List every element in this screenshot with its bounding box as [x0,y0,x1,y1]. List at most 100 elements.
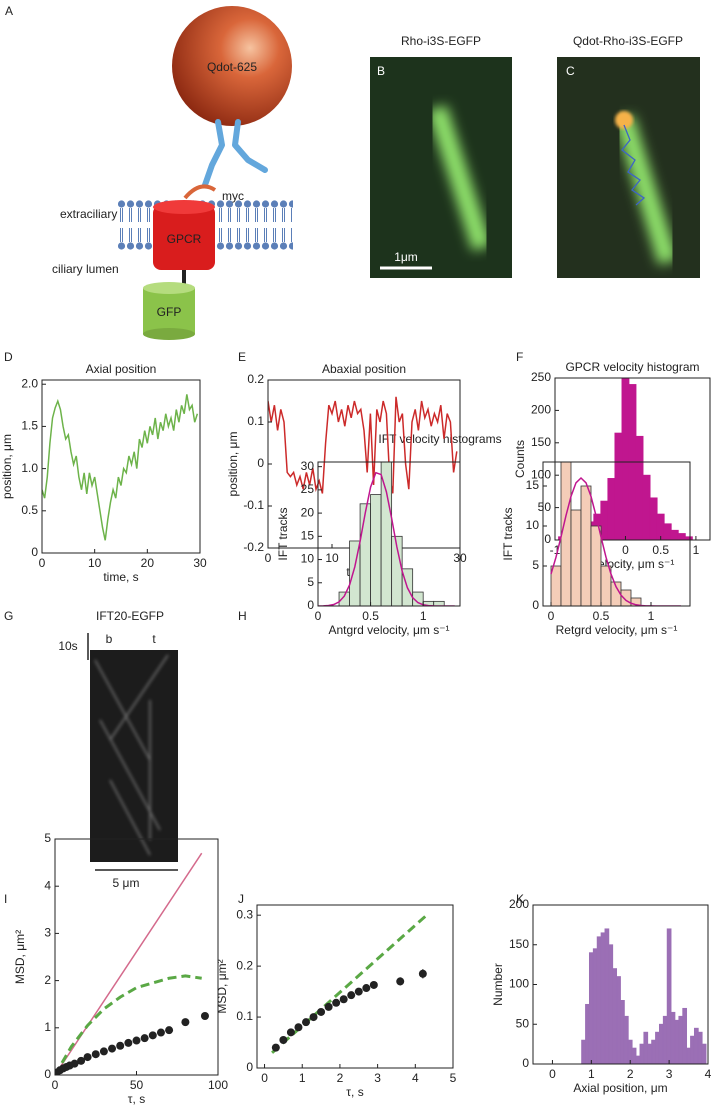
y-tick-label: 50 [516,1016,530,1030]
kymo-right: t [152,632,156,646]
bar [596,936,602,1064]
point [70,1059,79,1068]
point [165,1026,174,1035]
x-tick-label: 4 [412,1071,419,1085]
gfp-bottom [143,328,195,340]
bar [662,1015,668,1064]
y-tick-label: 100 [509,977,529,991]
bar [649,497,658,540]
bar [585,1003,590,1064]
panel-letter: F [516,350,523,364]
y-tick-label: 0 [532,598,539,612]
track [621,124,646,206]
bar [697,1031,703,1064]
bar [639,1043,645,1064]
y-tick-label: 1.5 [21,419,38,433]
x-tick-label: 2 [337,1071,344,1085]
y-axis-label: Number [491,963,505,1006]
bar [690,1035,695,1064]
x-tick-label: 0 [548,609,555,623]
y-tick-label: 200 [509,897,529,911]
qdot-label: Qdot-625 [207,60,257,74]
y-tick-label: 100 [531,467,551,481]
x-tick-label: 0 [265,551,272,565]
bar [590,525,602,606]
x-tick-label: 1 [693,543,700,557]
y-tick-label: 20 [301,505,315,519]
point [362,984,371,993]
y-tick-label: 0 [257,456,264,470]
x-tick-label: 10 [325,551,339,565]
point [124,1038,133,1047]
y-tick-label: 0 [307,598,314,612]
point [148,1031,157,1040]
y-tick-label: 0 [246,1060,253,1074]
x-tick-label: 0.5 [652,543,669,557]
y-tick-label: 0.1 [236,1009,253,1023]
y-tick-label: 0.2 [236,958,253,972]
bar [630,597,642,606]
y-tick-label: 150 [509,937,529,951]
point [156,1028,165,1037]
panel-letter: K [516,892,524,906]
bar [684,536,693,540]
x-axis-label: τ, s [128,1092,145,1106]
plot [581,928,707,1064]
bar [600,932,606,1064]
x-tick-label: 0 [622,543,629,557]
kymo-left: b [106,632,113,646]
x-tick-label: 4 [705,1067,712,1081]
outside-label: extraciliary [60,207,117,221]
bar [588,952,594,1064]
fit-curve [550,476,681,606]
bar [580,485,592,606]
axes-frame [317,461,461,607]
kymograph [90,650,178,862]
y-tick-label: 0 [31,545,38,559]
x-tick-label: 0 [261,1071,268,1085]
point [116,1041,125,1050]
y-axis-label: MSD, μm² [13,930,27,984]
bar [635,1055,641,1064]
x-axis-label: time, s [103,570,138,584]
bar [600,565,612,606]
image-title: Rho-i3S-EGFP [401,34,481,48]
bar [663,523,672,540]
plot [318,462,455,606]
y-tick-label: 15 [526,478,540,492]
panel-letter: D [4,350,13,364]
axes-frame [41,379,201,554]
bar [677,533,686,540]
y-tick-label: 0.2 [247,372,264,386]
point [317,1007,326,1016]
y-tick-label: 3 [44,926,51,940]
point [140,1034,149,1043]
panel-letter: I [4,892,7,906]
y-tick-label: 0.1 [247,414,264,428]
bar [620,1000,625,1064]
point [369,980,378,989]
point [200,1012,209,1020]
bar [623,1015,629,1064]
bar [338,591,350,606]
panel-letter: H [238,609,247,623]
cilium [614,115,678,265]
bar [607,478,616,540]
plot [550,462,681,606]
x-tick-label: 10 [88,556,102,570]
kymo-title: IFT20-EGFP [96,609,164,623]
panel-letter: A [5,4,13,18]
length-scale: 5 μm [113,876,140,890]
plot [558,378,693,540]
bar [658,1023,664,1064]
bar [693,1027,699,1064]
x-tick-label: 20 [141,556,155,570]
x-tick-label: 3 [374,1071,381,1085]
x-tick-label: 100 [208,1078,228,1092]
x-axis-label: τ, s [346,1085,363,1099]
y-tick-label: 1.0 [21,461,38,475]
y-axis-label: position, μm [0,434,14,499]
y-tick-label: -0.2 [243,540,264,554]
bar [620,589,632,606]
line [271,914,428,1054]
